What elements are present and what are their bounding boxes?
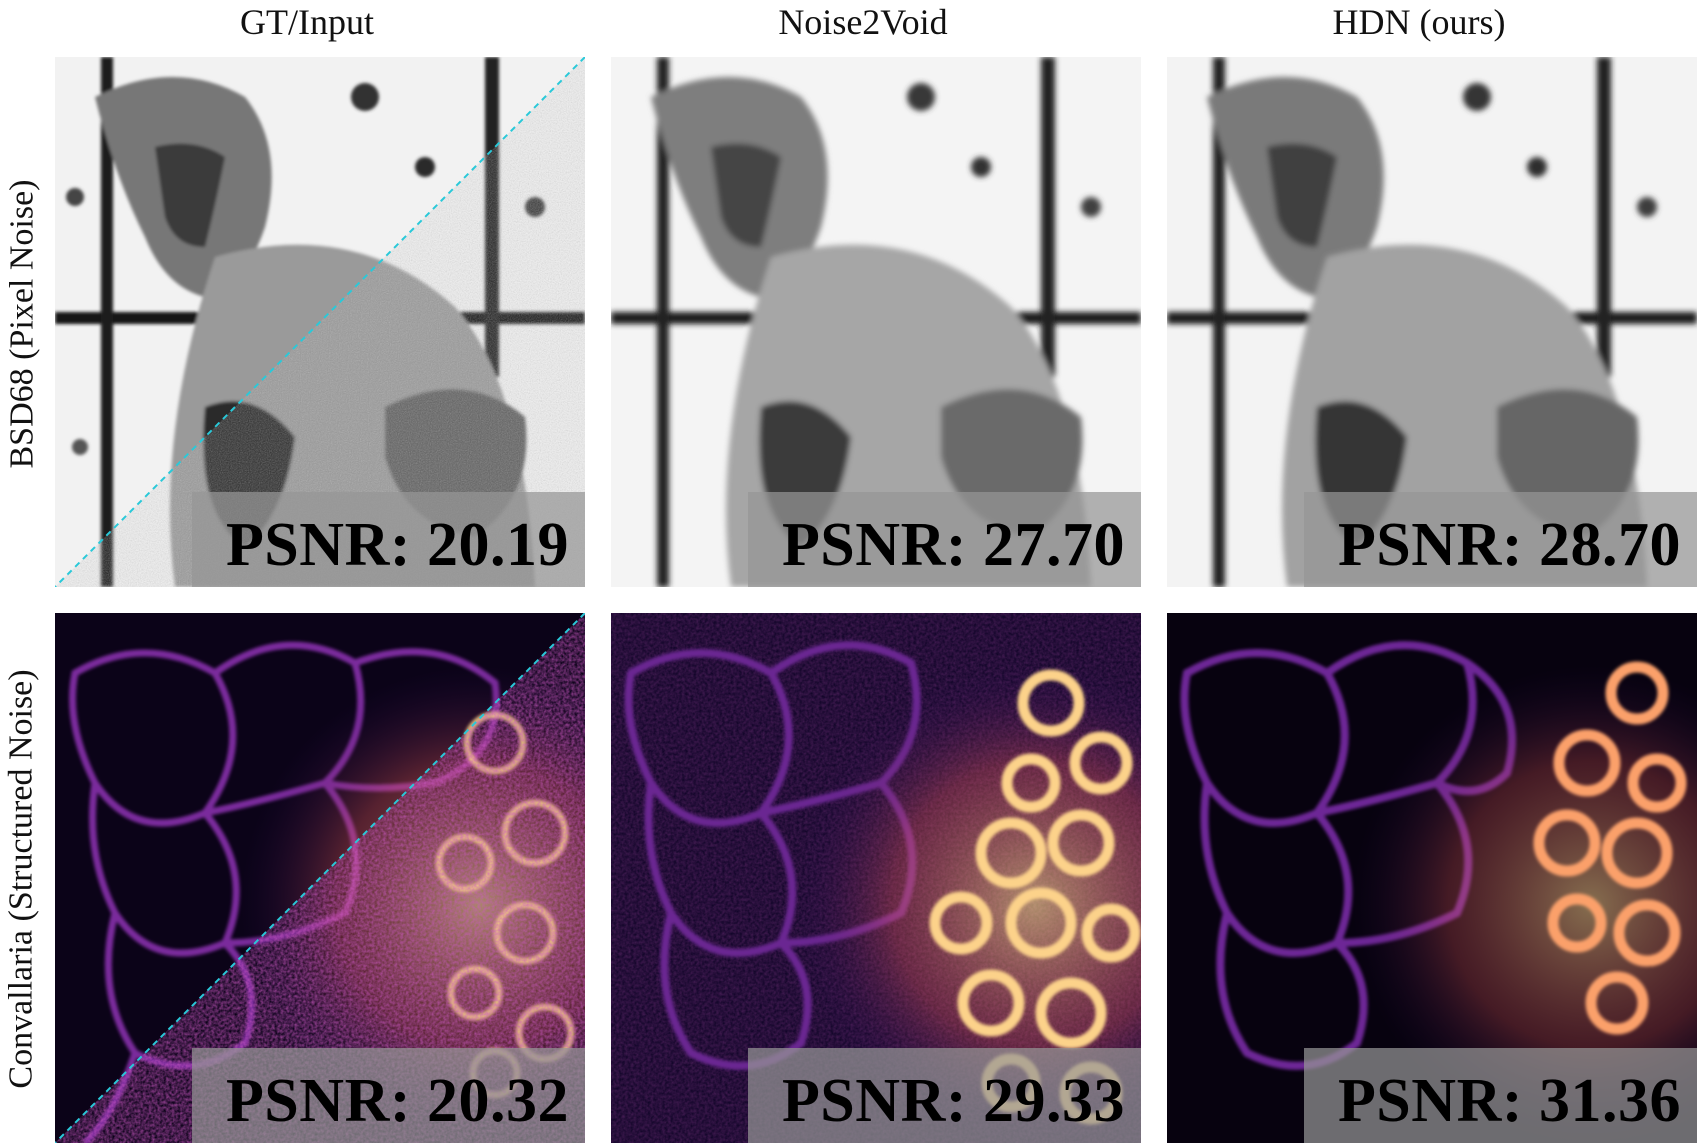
psnr-value: PSNR: 20.19 <box>225 511 569 579</box>
psnr-value: PSNR: 29.33 <box>781 1067 1125 1135</box>
psnr-overlay: PSNR: 20.32 <box>192 1048 585 1143</box>
panel-convallaria-hdn: PSNR: 31.36 <box>1167 613 1697 1143</box>
column-title-noise2void: Noise2Void <box>778 2 948 42</box>
panel-bsd68-noise2void: PSNR: 27.70 <box>611 57 1141 587</box>
psnr-value: PSNR: 20.32 <box>225 1067 569 1135</box>
column-title-gt-input: GT/Input <box>240 2 374 42</box>
psnr-overlay: PSNR: 28.70 <box>1304 492 1697 587</box>
panel-bsd68-gt-input: PSNR: 20.19 <box>55 57 585 587</box>
row-label-convallaria: Convallaria (Structured Noise) <box>3 669 40 1089</box>
column-title-hdn: HDN (ours) <box>1332 2 1506 42</box>
row-label-bsd68: BSD68 (Pixel Noise) <box>3 179 40 468</box>
psnr-value: PSNR: 31.36 <box>1337 1067 1681 1135</box>
psnr-value: PSNR: 28.70 <box>1337 511 1681 579</box>
panel-bsd68-hdn: PSNR: 28.70 <box>1167 57 1697 587</box>
psnr-overlay: PSNR: 20.19 <box>192 492 585 587</box>
psnr-overlay: PSNR: 29.33 <box>748 1048 1141 1143</box>
panel-convallaria-gt-input: PSNR: 20.32 <box>55 613 585 1143</box>
psnr-value: PSNR: 27.70 <box>781 511 1125 579</box>
image-bsd68-noise2void <box>611 57 1141 587</box>
psnr-overlay: PSNR: 31.36 <box>1304 1048 1697 1143</box>
panel-convallaria-noise2void: PSNR: 29.33 <box>611 613 1141 1143</box>
psnr-overlay: PSNR: 27.70 <box>748 492 1141 587</box>
split-line <box>55 613 585 1143</box>
split-line <box>55 57 585 587</box>
